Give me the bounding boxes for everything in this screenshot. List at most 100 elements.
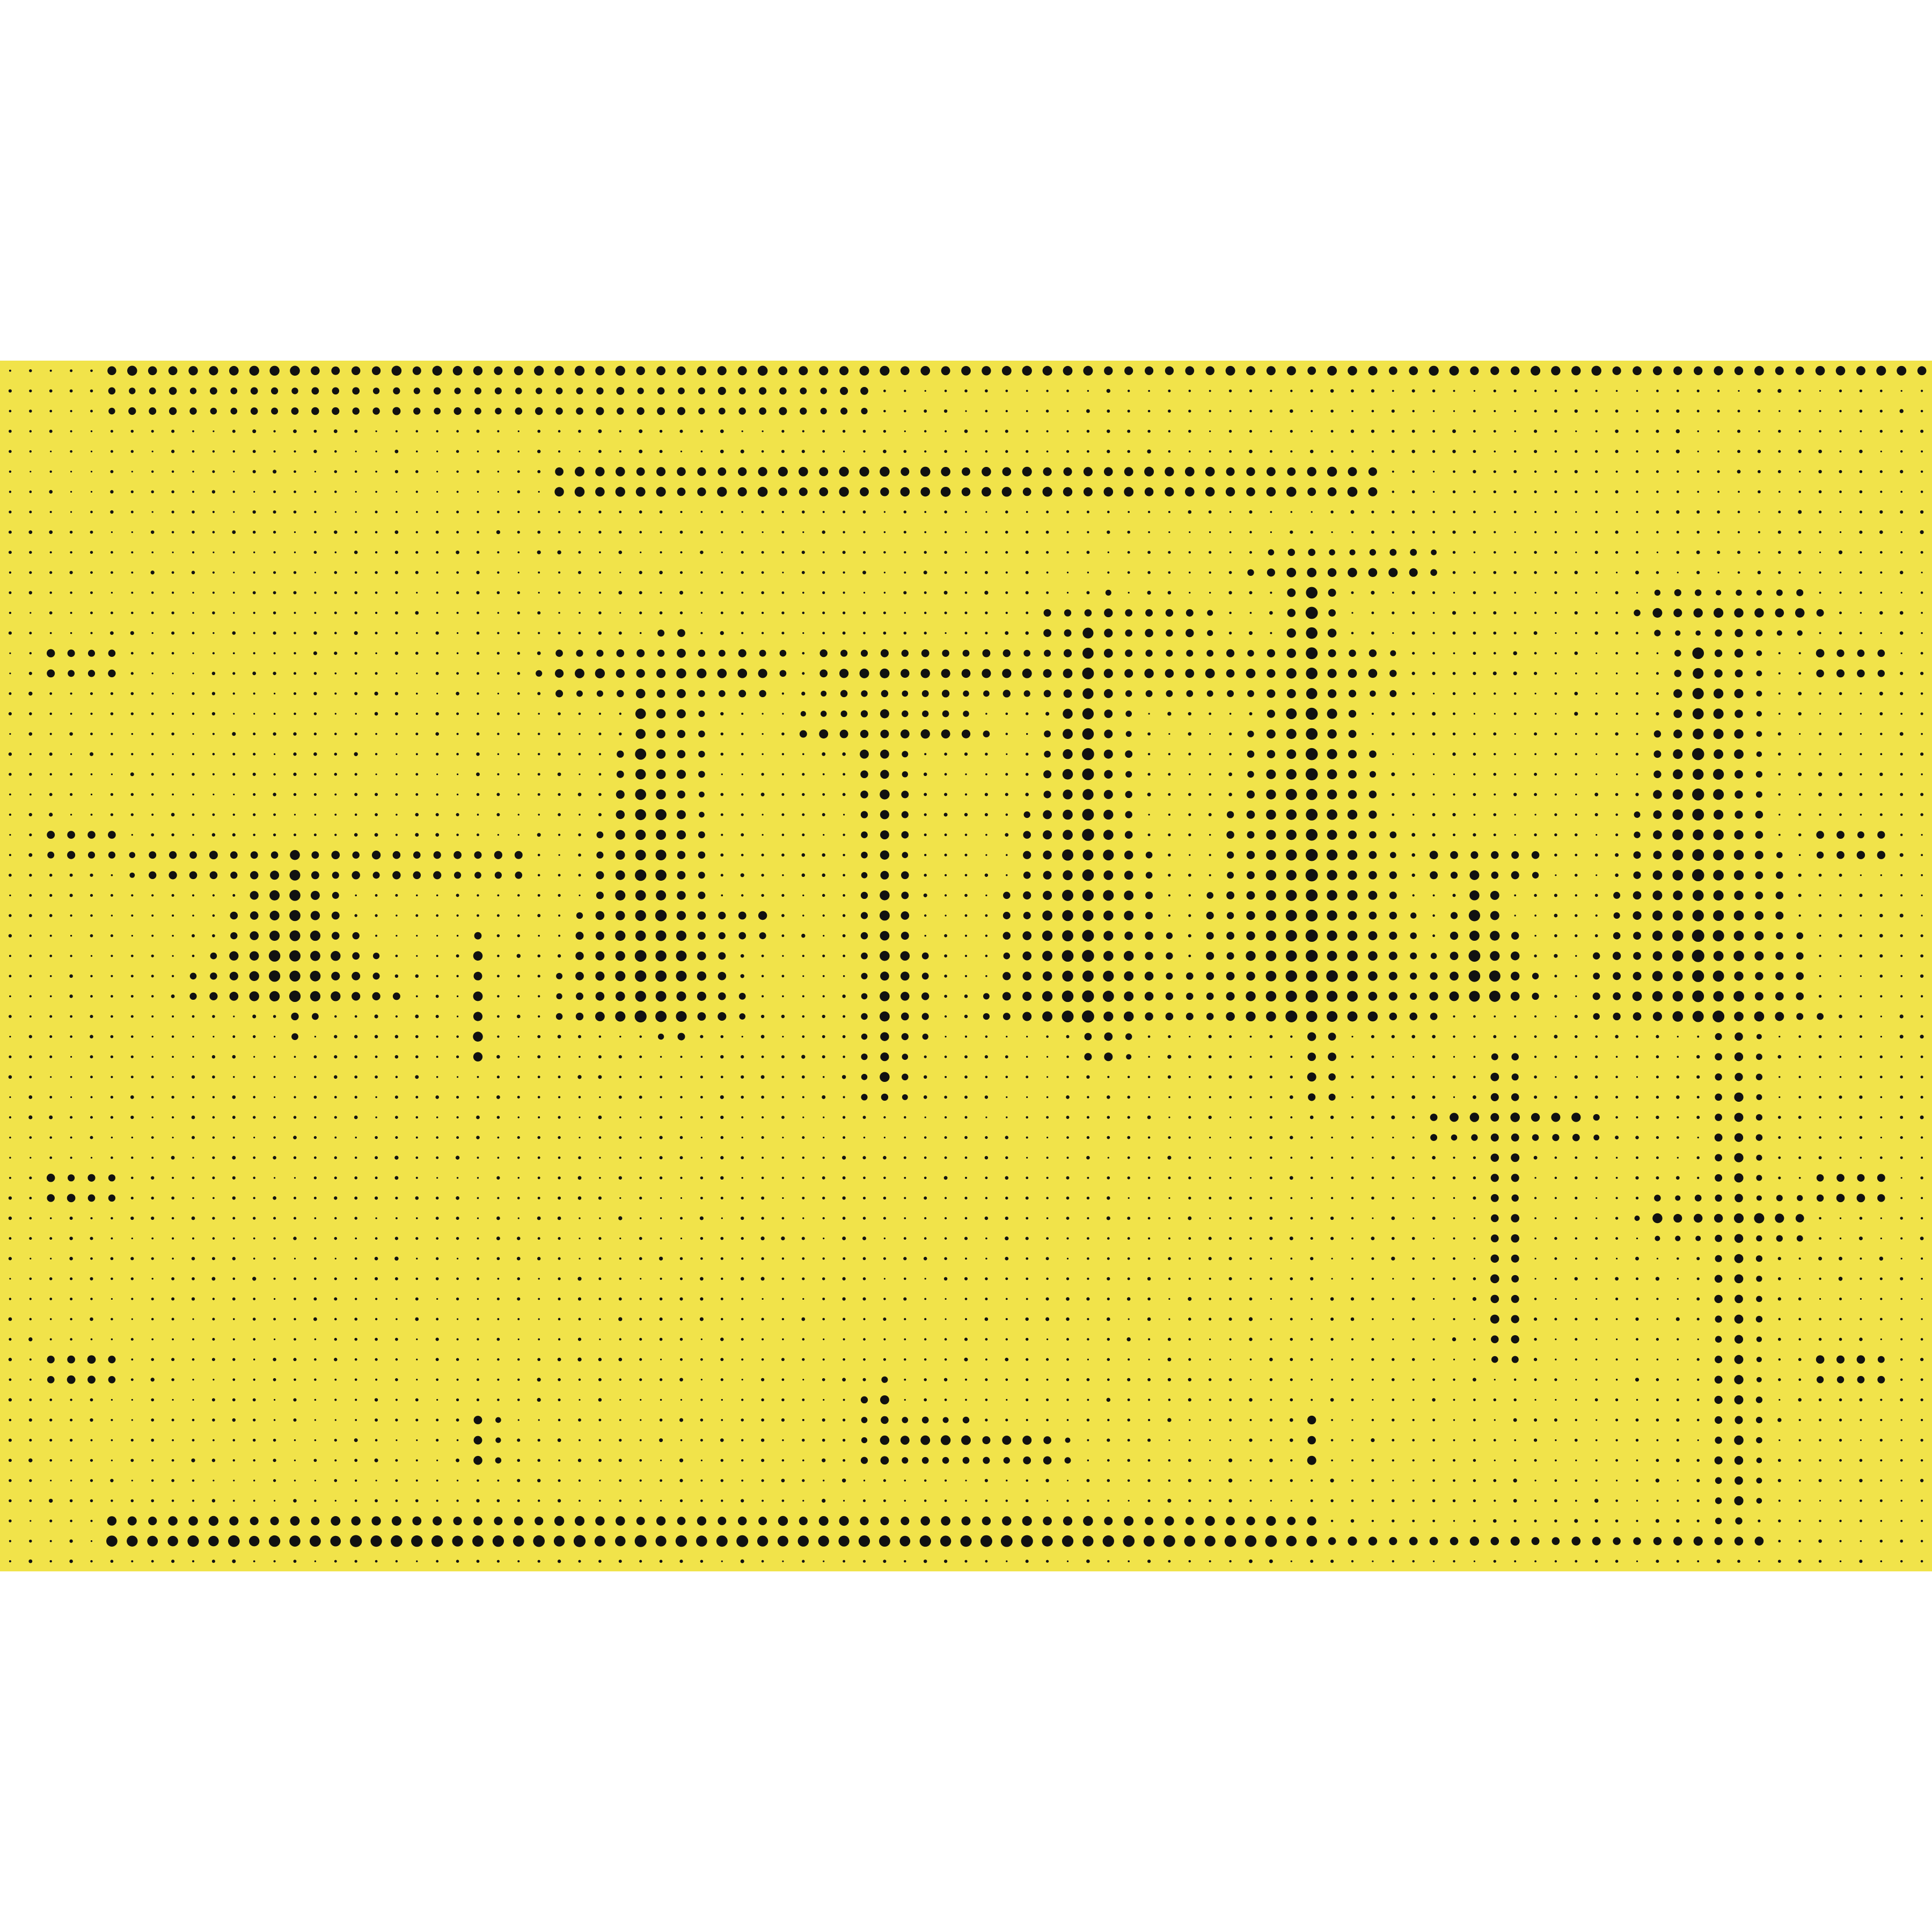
halftone-dot [1063, 365, 1073, 376]
halftone-dot [1392, 510, 1395, 514]
halftone-dot [1490, 1254, 1499, 1263]
halftone-dot [47, 851, 55, 859]
halftone-dot [70, 955, 72, 957]
halftone-dot [1839, 1217, 1842, 1219]
halftone-dot [1653, 730, 1662, 738]
halftone-dot [9, 611, 12, 614]
halftone-dot [1900, 450, 1903, 453]
halftone-dot [660, 591, 662, 594]
halftone-dot [1371, 1116, 1374, 1119]
halftone-dot [659, 1156, 663, 1160]
halftone-dot [111, 975, 113, 977]
halftone-dot [1226, 811, 1234, 818]
halftone-dot [1839, 894, 1842, 897]
halftone-dot [90, 692, 93, 695]
halftone-dot [1839, 1095, 1842, 1099]
halftone-dot [1327, 487, 1337, 496]
halftone-dot [639, 1318, 642, 1321]
halftone-dot [861, 972, 868, 979]
halftone-dot [192, 1418, 195, 1422]
halftone-dot [131, 1399, 133, 1401]
halftone-dot [781, 813, 785, 816]
halftone-dot [1776, 1235, 1783, 1242]
halftone-dot [1308, 1093, 1316, 1101]
halftone-dot [880, 365, 890, 376]
halftone-dot [232, 450, 235, 453]
halftone-dot [1327, 809, 1337, 820]
halftone-dot [435, 732, 439, 736]
halftone-dot [1490, 366, 1499, 375]
halftone-dot [1511, 1335, 1519, 1344]
halftone-dot [111, 1015, 113, 1018]
halftone-dot [1534, 712, 1537, 715]
halftone-dot [965, 1257, 967, 1260]
halftone-dot [1147, 551, 1151, 554]
halftone-dot [1473, 1075, 1476, 1079]
halftone-dot [1920, 934, 1923, 938]
halftone-dot [1656, 571, 1659, 574]
halftone-dot [781, 732, 785, 736]
halftone-dot-field [8, 365, 1927, 1563]
halftone-dot [9, 1278, 11, 1280]
halftone-dot [1432, 1378, 1435, 1381]
halftone-dot [395, 1378, 398, 1381]
halftone-dot [1327, 910, 1337, 921]
halftone-dot [1798, 1035, 1802, 1038]
halftone-dot [253, 713, 255, 715]
halftone-dot [1615, 1056, 1618, 1058]
halftone-dot [1737, 470, 1741, 474]
halftone-dot [334, 752, 338, 756]
halftone-dot [49, 571, 53, 574]
halftone-dot [741, 1136, 743, 1139]
halftone-dot [1652, 991, 1663, 1001]
halftone-dot [619, 1116, 621, 1118]
halftone-dot [1778, 1176, 1781, 1180]
halftone-dot [1208, 1236, 1212, 1240]
halftone-dot [1554, 430, 1557, 433]
halftone-dot [1087, 1399, 1089, 1401]
halftone-dot [1473, 814, 1476, 816]
halftone-dot [1511, 1153, 1520, 1162]
halftone-dot [1921, 1298, 1923, 1300]
halftone-dot [1859, 1337, 1863, 1341]
halftone-dot [1005, 1277, 1008, 1280]
halftone-dot [1082, 869, 1094, 881]
halftone-dot [677, 366, 686, 375]
halftone-dot [598, 1257, 602, 1260]
halftone-dot [517, 1378, 520, 1381]
halftone-dot [1860, 1257, 1862, 1260]
halftone-dot [1714, 1133, 1723, 1141]
halftone-dot [432, 365, 442, 376]
halftone-dot [313, 429, 317, 433]
halftone-dot [822, 873, 825, 877]
halftone-dot [1351, 1277, 1353, 1280]
halftone-dot [943, 590, 948, 595]
halftone-dot [1860, 692, 1862, 695]
halftone-dot [555, 669, 564, 678]
halftone-dot [435, 1014, 439, 1019]
halftone-dot [274, 1096, 276, 1098]
halftone-dot [29, 995, 32, 998]
halftone-dot [131, 1298, 134, 1300]
halftone-dot [635, 830, 646, 840]
halftone-dot [391, 365, 402, 376]
halftone-dot [1575, 1217, 1578, 1220]
halftone-dot [762, 713, 764, 715]
halftone-dot [108, 1356, 116, 1364]
halftone-dot [1737, 531, 1740, 533]
halftone-dot [1775, 891, 1783, 899]
halftone-dot [456, 1236, 459, 1240]
halftone-dot [269, 910, 280, 921]
halftone-dot [497, 1197, 500, 1199]
halftone-dot [1777, 1055, 1782, 1059]
halftone-dot [1188, 1398, 1191, 1402]
halftone-dot [1900, 995, 1903, 998]
halftone-dot [698, 690, 705, 697]
halftone-dot [474, 407, 481, 415]
halftone-dot [1002, 932, 1011, 940]
halftone-dot [555, 690, 564, 698]
halftone-dot [1595, 571, 1598, 574]
halftone-dot [1127, 1257, 1130, 1260]
halftone-dot [1899, 409, 1904, 413]
halftone-dot [354, 833, 358, 837]
